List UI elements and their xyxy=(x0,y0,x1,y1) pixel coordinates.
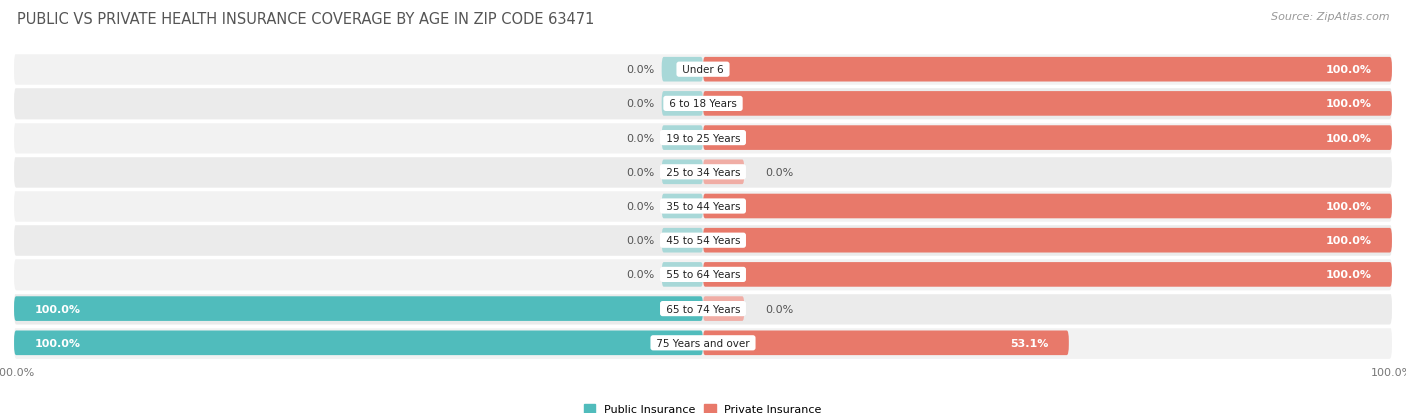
Text: 75 Years and over: 75 Years and over xyxy=(652,338,754,348)
Text: 0.0%: 0.0% xyxy=(627,202,655,211)
FancyBboxPatch shape xyxy=(703,262,1392,287)
Text: 55 to 64 Years: 55 to 64 Years xyxy=(662,270,744,280)
FancyBboxPatch shape xyxy=(14,225,1392,256)
FancyBboxPatch shape xyxy=(662,228,703,253)
Text: 100.0%: 100.0% xyxy=(1326,202,1371,211)
FancyBboxPatch shape xyxy=(14,88,1392,120)
FancyBboxPatch shape xyxy=(703,126,1392,151)
Text: 0.0%: 0.0% xyxy=(765,167,793,177)
Text: 0.0%: 0.0% xyxy=(627,133,655,143)
FancyBboxPatch shape xyxy=(703,331,1069,355)
FancyBboxPatch shape xyxy=(662,194,703,219)
FancyBboxPatch shape xyxy=(14,157,1392,188)
FancyBboxPatch shape xyxy=(14,327,1392,359)
FancyBboxPatch shape xyxy=(14,190,1392,223)
Text: 0.0%: 0.0% xyxy=(627,99,655,109)
Text: 100.0%: 100.0% xyxy=(35,304,80,314)
Text: 100.0%: 100.0% xyxy=(35,338,80,348)
Legend: Public Insurance, Private Insurance: Public Insurance, Private Insurance xyxy=(583,404,823,413)
Text: 53.1%: 53.1% xyxy=(1010,338,1047,348)
FancyBboxPatch shape xyxy=(662,126,703,151)
FancyBboxPatch shape xyxy=(662,92,703,116)
Text: 100.0%: 100.0% xyxy=(1326,270,1371,280)
FancyBboxPatch shape xyxy=(14,297,703,321)
Text: 100.0%: 100.0% xyxy=(1326,99,1371,109)
Text: 0.0%: 0.0% xyxy=(765,304,793,314)
Text: Under 6: Under 6 xyxy=(679,65,727,75)
FancyBboxPatch shape xyxy=(14,54,1392,86)
FancyBboxPatch shape xyxy=(703,228,1392,253)
Text: 0.0%: 0.0% xyxy=(627,65,655,75)
Text: 6 to 18 Years: 6 to 18 Years xyxy=(666,99,740,109)
FancyBboxPatch shape xyxy=(14,331,703,355)
Text: PUBLIC VS PRIVATE HEALTH INSURANCE COVERAGE BY AGE IN ZIP CODE 63471: PUBLIC VS PRIVATE HEALTH INSURANCE COVER… xyxy=(17,12,595,27)
FancyBboxPatch shape xyxy=(703,58,1392,82)
Text: 0.0%: 0.0% xyxy=(627,167,655,177)
Text: 25 to 34 Years: 25 to 34 Years xyxy=(662,167,744,177)
FancyBboxPatch shape xyxy=(14,122,1392,154)
Text: 100.0%: 100.0% xyxy=(1326,65,1371,75)
FancyBboxPatch shape xyxy=(662,58,703,82)
Text: 19 to 25 Years: 19 to 25 Years xyxy=(662,133,744,143)
Text: 0.0%: 0.0% xyxy=(627,236,655,246)
FancyBboxPatch shape xyxy=(703,194,1392,219)
Text: 0.0%: 0.0% xyxy=(627,270,655,280)
Text: 65 to 74 Years: 65 to 74 Years xyxy=(662,304,744,314)
FancyBboxPatch shape xyxy=(703,297,744,321)
Text: 100.0%: 100.0% xyxy=(1326,236,1371,246)
FancyBboxPatch shape xyxy=(703,160,744,185)
Text: Source: ZipAtlas.com: Source: ZipAtlas.com xyxy=(1271,12,1389,22)
FancyBboxPatch shape xyxy=(14,293,1392,325)
Text: 35 to 44 Years: 35 to 44 Years xyxy=(662,202,744,211)
Text: 45 to 54 Years: 45 to 54 Years xyxy=(662,236,744,246)
FancyBboxPatch shape xyxy=(703,92,1392,116)
FancyBboxPatch shape xyxy=(662,160,703,185)
Text: 100.0%: 100.0% xyxy=(1326,133,1371,143)
FancyBboxPatch shape xyxy=(14,259,1392,291)
FancyBboxPatch shape xyxy=(662,262,703,287)
